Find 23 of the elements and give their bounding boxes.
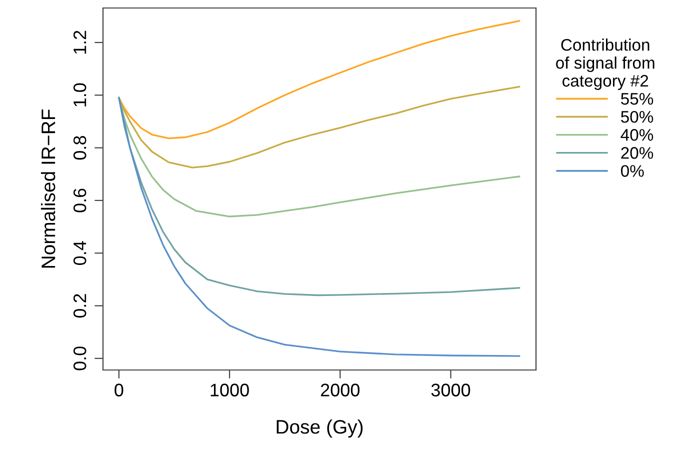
x-tick-label: 1000 (210, 384, 249, 396)
line-series (118, 96, 520, 357)
x-axis-title: Dose (Gy) (276, 419, 363, 438)
legend-label: 20% (621, 147, 654, 159)
legend-label: 0% (620, 165, 644, 177)
y-tick-label: 0.0 (73, 346, 86, 370)
x-tick-label: 0 (114, 384, 124, 396)
y-tick-label: 0.4 (73, 241, 86, 265)
y-tick-label: 0.6 (73, 188, 86, 212)
y-tick-label: 0.8 (73, 136, 86, 160)
x-tick-label: 3000 (431, 384, 470, 396)
line-series (118, 96, 520, 218)
legend-label: 55% (621, 93, 654, 105)
line-series (118, 20, 520, 140)
line-series (118, 86, 520, 168)
y-tick-label: 1.0 (73, 83, 86, 106)
legend-label: 40% (620, 129, 654, 141)
x-tick-label: 2000 (320, 384, 360, 396)
y-tick-label: 0.2 (73, 294, 86, 318)
legend-title: Contribution of signal from category #2 (556, 38, 654, 90)
y-tick-label: 1.2 (73, 30, 86, 54)
legend-label: 50% (621, 110, 654, 123)
y-axis-title: Normalised IR−RF (40, 110, 56, 268)
